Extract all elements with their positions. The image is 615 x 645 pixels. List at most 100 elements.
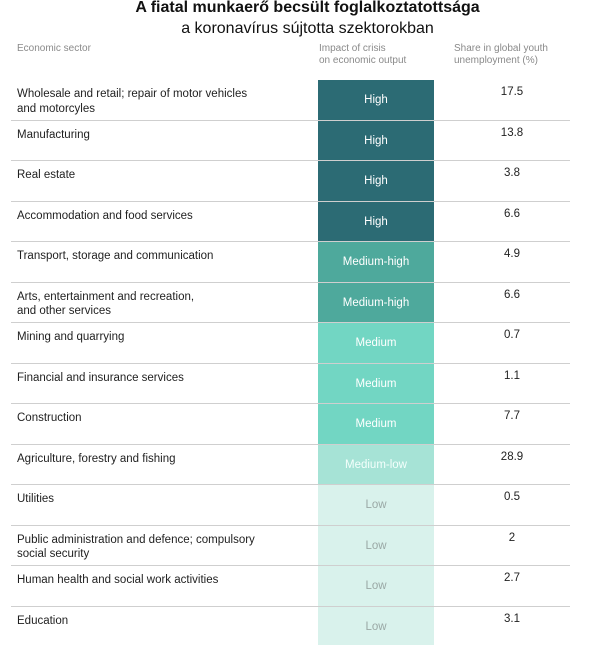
row-divider [11,403,570,404]
share-value: 3.1 [504,612,520,625]
impact-cell: Medium-high [318,242,434,283]
impact-cell: Low [318,485,434,526]
impact-label: Low [365,539,387,552]
sector-name: Real estate [17,168,287,183]
column-header-share-line-2: unemployment (%) [454,55,538,66]
sector-name-line-1: Education [17,614,69,627]
table-row: High Manufacturing 13.8 [0,120,615,161]
impact-label: Low [365,580,387,593]
sector-table: High Wholesale and retail; repair of moto… [0,80,615,645]
share-value: 13.8 [500,126,524,139]
title-line-2: a koronavírus sújtotta szektorokban [181,20,434,37]
title-line-1: A fiatal munkaerő becsült foglalkoztatot… [135,0,480,16]
sector-name-line-1: Wholesale and retail; repair of motor ve… [17,88,248,100]
share-value: 28.9 [500,450,524,463]
sector-name-line-1: Human health and social work activities [17,574,219,586]
sector-name: Manufacturing [17,128,287,143]
sector-name: Utilities [17,492,287,507]
impact-cell: Medium-low [318,444,434,485]
impact-label: Medium-low [345,458,407,471]
row-divider [11,160,570,161]
sector-name: Mining and quarrying [17,330,287,345]
share-value: 2 [508,531,516,544]
share-value: 17.5 [500,86,524,98]
impact-label: Low [365,620,387,633]
impact-label: High [364,175,388,188]
table-row: Medium Financial and insurance services 1.… [0,363,615,404]
table-row: Medium-high Transport, storage and commun… [0,242,615,283]
row-divider [11,443,570,445]
impact-cell: High [318,161,434,202]
row-divider [11,484,570,485]
impact-cell: Medium [318,323,434,364]
sector-name: Wholesale and retail; repair of motor ve… [17,87,287,116]
impact-cell: High [318,120,434,161]
table-row: Low Human health and social work activiti… [0,566,615,607]
share-value: 3.8 [504,167,520,179]
sector-name-line-1: Real estate [17,169,76,181]
table-row: Low Utilities 0.5 [0,485,615,526]
sector-name: Agriculture, forestry and fishing [17,452,287,467]
row-divider [11,200,570,202]
sector-name-line-1: Manufacturing [17,128,90,141]
row-divider [11,119,570,121]
impact-cell: Medium [318,404,434,445]
row-divider [11,362,570,364]
table-row: Low Education 3.1 [0,606,615,645]
column-header-impact: Impact of crisis on economic output [319,43,433,67]
impact-cell: Low [318,606,434,645]
table-row: High Accommodation and food services 6.6 [0,201,615,242]
sector-name-line-2: and other services [17,305,111,317]
row-divider [11,241,570,242]
table-row: High Wholesale and retail; repair of moto… [0,80,615,121]
impact-cell: High [318,201,434,242]
share-value: 6.6 [504,288,520,301]
column-header-share: Share in global youth unemployment (%) [454,43,574,67]
table-row: Medium Construction 7.7 [0,404,615,445]
row-divider [11,281,570,283]
share-value: 0.5 [504,491,520,503]
share-value: 1.1 [504,369,520,382]
impact-label: High [364,94,388,107]
table-row: Low Public administration and defence; co… [0,525,615,566]
sector-name: Construction [17,411,287,426]
page-title: A fiatal munkaerő becsült foglalkoztatot… [0,0,615,39]
sector-name: Public administration and defence; compu… [17,533,287,562]
column-header-impact-line-2: on economic output [319,55,407,66]
impact-cell: Low [318,566,434,607]
sector-name-line-1: Agriculture, forestry and fishing [17,452,176,465]
row-divider [11,565,570,566]
impact-label: High [364,134,388,147]
impact-label: Medium [355,418,397,431]
share-value: 0.7 [504,329,520,341]
sector-name-line-1: Public administration and defence; compu… [17,533,255,546]
column-header-impact-line-1: Impact of crisis [319,43,386,54]
sector-name-line-1: Construction [17,412,82,424]
impact-label: High [364,215,388,228]
impact-label: Medium [355,337,397,350]
sector-name-line-2: and motorcyles [17,102,95,115]
sector-name: Transport, storage and communication [17,249,287,264]
share-value: 6.6 [504,207,520,220]
impact-cell: Medium-high [318,282,434,323]
sector-name: Arts, entertainment and recreation, and o… [17,290,287,319]
sector-name-line-2: social security [17,548,90,560]
impact-label: Medium [355,377,397,390]
sector-name-line-1: Arts, entertainment and recreation, [17,290,195,303]
sector-name: Human health and social work activities [17,573,287,588]
column-header-sector: Economic sector [17,43,91,54]
row-divider [11,605,570,607]
impact-cell: Low [318,525,434,566]
table-row: Medium-high Arts, entertainment and recre… [0,282,615,323]
impact-label: Medium-high [342,256,410,269]
sector-name: Education [17,614,287,629]
row-divider [11,524,570,526]
impact-label: Medium-high [342,296,410,309]
impact-cell: Medium [318,363,434,404]
table-row: Medium Mining and quarrying 0.7 [0,323,615,364]
table-row: High Real estate 3.8 [0,161,615,202]
sector-name-line-1: Transport, storage and communication [17,250,214,262]
sector-name-line-1: Financial and insurance services [17,371,184,384]
sector-name-line-1: Mining and quarrying [17,331,125,343]
table-row: Medium-low Agriculture, forestry and fish… [0,444,615,485]
